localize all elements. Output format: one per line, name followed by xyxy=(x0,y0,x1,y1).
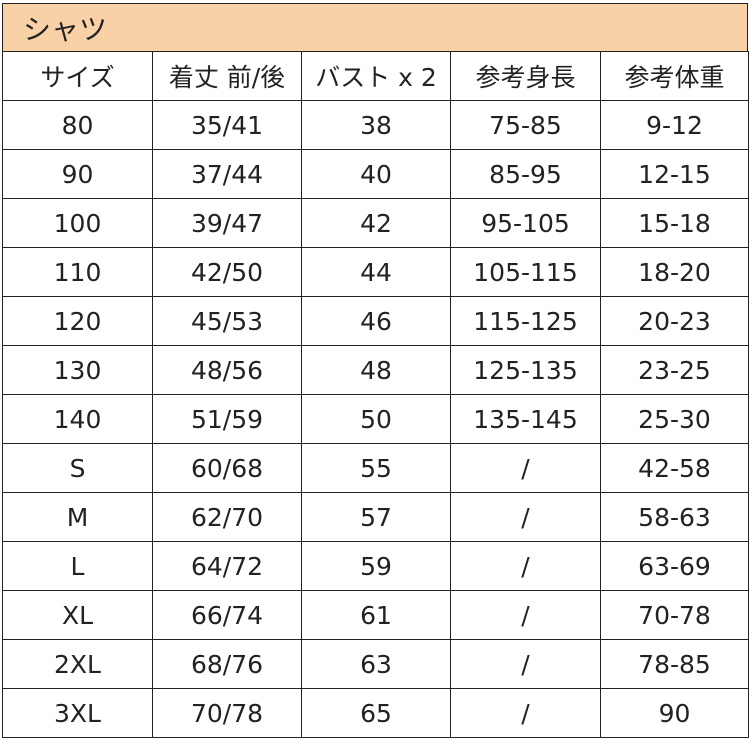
table-cell: 63-69 xyxy=(600,541,749,591)
table-cell: 9-12 xyxy=(600,100,749,150)
table-row: S 60/68 55/42-58 xyxy=(2,443,749,493)
header-row: サイズ 着丈 前/後 バスト x 2 参考身長 参考体重 xyxy=(2,51,749,101)
table-cell: 66/74 xyxy=(152,590,302,640)
table-cell: 15-18 xyxy=(600,198,749,248)
table-cell: / xyxy=(450,492,601,542)
table-cell: 38 xyxy=(301,100,451,150)
table-cell: 48 xyxy=(301,345,451,395)
column-header: 着丈 前/後 xyxy=(152,51,302,101)
table-cell: / xyxy=(450,590,601,640)
table-cell: 75-85 xyxy=(450,100,601,150)
table-cell: 78-85 xyxy=(600,639,749,689)
table-cell: 95-105 xyxy=(450,198,601,248)
table-cell: 135-145 xyxy=(450,394,601,444)
table-cell: 90 xyxy=(600,688,749,738)
table-row: 130 48/56 48 125-135 23-25 xyxy=(2,345,749,395)
table-cell: 42-58 xyxy=(600,443,749,493)
table-cell: 120 xyxy=(2,296,153,346)
table-cell: L xyxy=(2,541,153,591)
table-cell: 59 xyxy=(301,541,451,591)
column-header: 参考体重 xyxy=(600,51,749,101)
table-cell: 39/47 xyxy=(152,198,302,248)
table-cell: XL xyxy=(2,590,153,640)
table-cell: / xyxy=(450,639,601,689)
table-cell: 70-78 xyxy=(600,590,749,640)
table-cell: 62/70 xyxy=(152,492,302,542)
table-cell: 44 xyxy=(301,247,451,297)
table-cell: 85-95 xyxy=(450,149,601,199)
table-cell: 55 xyxy=(301,443,451,493)
column-header: 参考身長 xyxy=(450,51,601,101)
table-cell: 25-30 xyxy=(600,394,749,444)
table-cell: 45/53 xyxy=(152,296,302,346)
table-cell: 58-63 xyxy=(600,492,749,542)
table-cell: / xyxy=(450,541,601,591)
column-header: バスト x 2 xyxy=(301,51,451,101)
table-cell: 130 xyxy=(2,345,153,395)
table-cell: 110 xyxy=(2,247,153,297)
table-cell: 68/76 xyxy=(152,639,302,689)
table-cell: 35/41 xyxy=(152,100,302,150)
column-header: サイズ xyxy=(2,51,153,101)
table-cell: 61 xyxy=(301,590,451,640)
table-cell: 23-25 xyxy=(600,345,749,395)
size-chart: シャツ サイズ 着丈 前/後 バスト x 2 参考身長 参考体重 80 35/41 38 75… xyxy=(2,3,749,738)
table-cell: 37/44 xyxy=(152,149,302,199)
table-cell: 60/68 xyxy=(152,443,302,493)
table-cell: 64/72 xyxy=(152,541,302,591)
table-row: M 62/70 57/58-63 xyxy=(2,492,749,542)
table-row: 140 51/59 50 135-145 25-30 xyxy=(2,394,749,444)
table-cell: 46 xyxy=(301,296,451,346)
table-cell: 18-20 xyxy=(600,247,749,297)
table-cell: 51/59 xyxy=(152,394,302,444)
table-cell: 40 xyxy=(301,149,451,199)
table-cell: S xyxy=(2,443,153,493)
table-cell: 48/56 xyxy=(152,345,302,395)
table-row: 90 37/44 40 85-95 12-15 xyxy=(2,149,749,199)
table-row: L 64/72 59/63-69 xyxy=(2,541,749,591)
table-row: 100 39/47 42 95-105 15-18 xyxy=(2,198,749,248)
table-cell: M xyxy=(2,492,153,542)
table-cell: 65 xyxy=(301,688,451,738)
table-cell: 70/78 xyxy=(152,688,302,738)
table-row: 3XL 70/78 65/90 xyxy=(2,688,749,738)
table-cell: 42 xyxy=(301,198,451,248)
table-row: XL 66/74 61/70-78 xyxy=(2,590,749,640)
table-cell: 50 xyxy=(301,394,451,444)
chart-title: シャツ xyxy=(2,3,748,51)
table-cell: 140 xyxy=(2,394,153,444)
table-cell: 42/50 xyxy=(152,247,302,297)
table-cell: 125-135 xyxy=(450,345,601,395)
table-cell: 90 xyxy=(2,149,153,199)
table-cell: / xyxy=(450,443,601,493)
table-cell: 12-15 xyxy=(600,149,749,199)
table-cell: 2XL xyxy=(2,639,153,689)
table-cell: / xyxy=(450,688,601,738)
table-cell: 80 xyxy=(2,100,153,150)
table-row: 120 45/53 46 115-125 20-23 xyxy=(2,296,749,346)
table-cell: 57 xyxy=(301,492,451,542)
table-row: 80 35/41 38 75-85 9-12 xyxy=(2,100,749,150)
table-cell: 100 xyxy=(2,198,153,248)
table-row: 110 42/50 44 105-115 18-20 xyxy=(2,247,749,297)
table-cell: 63 xyxy=(301,639,451,689)
table-cell: 105-115 xyxy=(450,247,601,297)
table-row: 2XL 68/76 63/78-85 xyxy=(2,639,749,689)
table-cell: 115-125 xyxy=(450,296,601,346)
size-table: サイズ 着丈 前/後 バスト x 2 参考身長 参考体重 80 35/41 38 75-85 9… xyxy=(2,51,749,738)
table-cell: 3XL xyxy=(2,688,153,738)
table-cell: 20-23 xyxy=(600,296,749,346)
